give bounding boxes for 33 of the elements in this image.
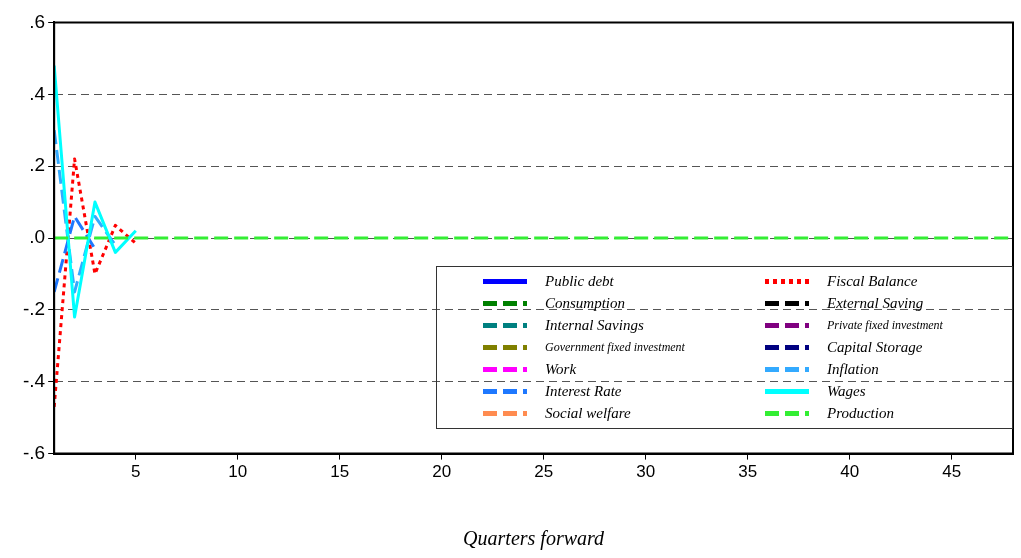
legend-label: Wages [827,382,866,401]
line-series [54,128,117,294]
line-series [54,157,138,409]
y-tick-label: -.6 [22,441,46,463]
legend-label: Interest Rate [545,382,622,401]
y-tick-label: .0 [29,226,46,248]
x-tick-label: 5 [131,462,141,482]
x-tick-label: 30 [636,462,656,482]
x-axis-title: Quarters forward [463,527,606,551]
x-tick-label: 25 [534,462,554,482]
x-tick-label: 20 [432,462,452,482]
legend-label: Social welfare [545,404,631,423]
x-tick-label: 35 [738,462,758,482]
legend-label: Government fixed investment [545,339,685,356]
x-tick-label: 15 [330,462,350,482]
legend-label: Inflation [827,360,879,379]
y-tick-label: .4 [29,82,46,104]
legend-label: Internal Savings [545,316,644,335]
legend-label: Work [545,360,577,379]
y-tick-label: .6 [29,10,46,32]
y-tick-label: -.4 [22,369,46,391]
legend-label: Consumption [545,294,626,313]
legend-label: Production [827,404,894,423]
x-tick-label: 45 [942,462,962,482]
x-tick-label: 40 [840,462,860,482]
legend-label: Private fixed investment [827,317,943,334]
legend-label: External Saving [827,294,924,313]
legend-label: Public debt [545,272,614,291]
y-tick-label: -.2 [22,298,46,320]
legend-label: Fiscal Balance [827,272,918,291]
y-tick-label: .2 [29,154,46,176]
legend-label: Capital Storage [827,338,923,357]
x-tick-label: 10 [228,462,248,482]
